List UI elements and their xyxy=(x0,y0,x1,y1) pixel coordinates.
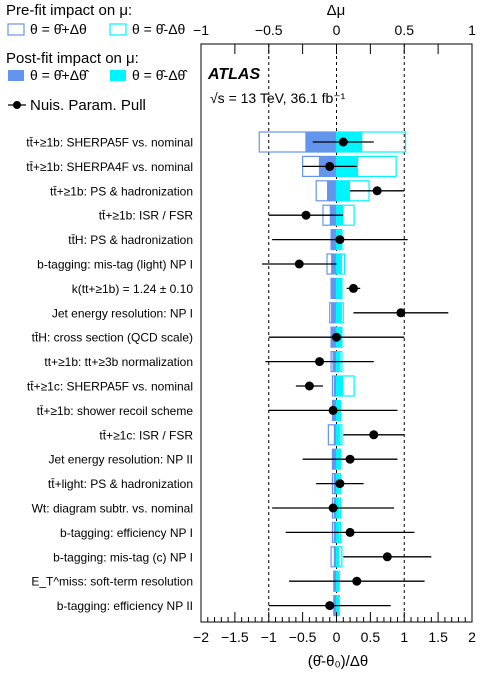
legend-postfit-down-label: θ = θ̂-Δθ̂ xyxy=(132,67,188,83)
parameter-label-13: Jet energy resolution: NP II xyxy=(48,453,193,467)
parameter-label-15: Wt: diagram subtr. vs. nominal xyxy=(32,502,193,516)
parameter-label-5: b-tagging: mis-tag (light) NP I xyxy=(37,258,193,272)
pull-point-11 xyxy=(328,405,338,415)
parameter-label-11: tt̄+≥1b: shower recoil scheme xyxy=(37,404,194,418)
parameter-label-4: tt̄H: PS & hadronization xyxy=(68,233,193,247)
legend-prefit-title: Pre-fit impact on μ: xyxy=(6,2,132,19)
legend-prefit-down-swatch xyxy=(109,23,127,36)
postfit-up-bar-6 xyxy=(331,278,337,299)
prefit-down-bar-12 xyxy=(335,424,343,446)
postfit-down-bar-5 xyxy=(336,254,342,274)
bottom-tick-label-2: −1 xyxy=(261,629,277,645)
prefit-down-bar-7 xyxy=(335,302,344,324)
parameter-label-18: E_T^miss: soft-term resolution xyxy=(31,575,193,589)
pull-point-1 xyxy=(325,161,335,171)
bottom-tick-label-1: −1.5 xyxy=(221,629,249,645)
postfit-down-bar-10 xyxy=(336,376,344,396)
pull-point-8 xyxy=(332,332,341,342)
pull-point-10 xyxy=(304,381,314,391)
top-tick-label-1: −0.5 xyxy=(255,22,283,38)
pull-point-17 xyxy=(382,552,392,562)
top-axis: −1 −0.5 0 0.5 1 xyxy=(193,22,476,38)
legend-pull-label: Nuis. Param. Pull xyxy=(30,97,146,114)
bottom-tick-label-4: 0 xyxy=(333,629,341,645)
postfit-down-bar-7 xyxy=(336,302,342,323)
bottom-tick-label-0: −2 xyxy=(193,629,209,645)
x-axis-title-top: Δμ xyxy=(327,2,346,19)
postfit-up-bar-17 xyxy=(333,546,337,567)
pull-point-4 xyxy=(335,235,345,245)
postfit-down-bar-17 xyxy=(336,546,340,567)
parameter-label-9: tt+≥1b: tt+≥3b normalization xyxy=(44,355,193,369)
legend-prefit-up-label: θ = θ̂+Δθ xyxy=(30,21,87,37)
parameter-label-2: tt̄+≥1b: PS & hadronization xyxy=(50,184,193,198)
legend: Pre-fit impact on μ: θ = θ̂+Δθ θ = θ̂-Δθ… xyxy=(6,2,188,114)
parameter-label-3: tt̄+≥1b: ISR / FSR xyxy=(99,209,194,223)
parameter-label-6: k(tt+≥1b) = 1.24 ± 0.10 xyxy=(72,282,194,296)
postfit-down-bar-6 xyxy=(336,278,342,299)
postfit-up-bar-2 xyxy=(327,180,337,201)
legend-prefit-up-swatch xyxy=(7,23,25,36)
parameter-label-19: b-tagging: efficiency NP II xyxy=(57,599,193,613)
postfit-up-bar-10 xyxy=(333,376,337,396)
bottom-tick-label-3: −0.5 xyxy=(289,629,317,645)
pull-point-7 xyxy=(396,308,406,318)
bottom-tick-label-5: 0.5 xyxy=(361,629,381,645)
parameter-label-12: tt̄+≥1c: ISR / FSR xyxy=(99,428,193,442)
top-tick-label-0: −1 xyxy=(193,22,209,38)
pull-markers xyxy=(261,137,449,611)
pull-point-15 xyxy=(328,503,338,513)
pull-point-2 xyxy=(372,186,382,196)
parameter-label-1: tt̄+≥1b: SHERPA4F vs. nominal xyxy=(26,160,193,174)
pull-point-14 xyxy=(335,479,345,489)
postfit-down-bar-12 xyxy=(336,424,341,445)
bottom-axis: −2 −1.5 −1 −0.5 0 0.5 1 1.5 2 xyxy=(193,44,476,645)
pull-point-9 xyxy=(315,357,325,367)
legend-pull-marker xyxy=(13,101,21,109)
legend-postfit-down-swatch xyxy=(110,70,126,81)
parameter-label-10: tt̄+≥1c: SHERPA5F vs. nominal xyxy=(27,380,193,394)
bottom-tick-label-8: 2 xyxy=(468,629,476,645)
pull-point-13 xyxy=(345,454,355,464)
parameter-label-17: b-tagging: mis-tag (c) NP I xyxy=(53,550,193,564)
postfit-up-bar-12 xyxy=(333,424,337,445)
impact-bars xyxy=(258,131,407,617)
legend-postfit-title: Post-fit impact on μ: xyxy=(6,50,139,67)
parameter-label-8: tt̄H: cross section (QCD scale) xyxy=(32,331,193,345)
top-tick-label-4: 1 xyxy=(468,22,476,38)
pull-point-5 xyxy=(294,259,304,269)
top-tick-label-3: 0.5 xyxy=(395,22,415,38)
prefit-down-bar-6 xyxy=(335,277,343,299)
postfit-up-bar-7 xyxy=(331,302,337,323)
parameter-label-0: tt̄+≥1b: SHERPA5F vs. nominal xyxy=(26,136,193,150)
bottom-tick-label-7: 1.5 xyxy=(428,629,448,645)
pull-point-19 xyxy=(325,601,335,611)
parameter-label-16: b-tagging: efficiency NP I xyxy=(60,526,193,540)
legend-prefit-down-label: θ = θ̂-Δθ xyxy=(132,21,186,37)
pull-point-0 xyxy=(338,137,348,147)
parameter-label-7: Jet energy resolution: NP I xyxy=(52,306,193,320)
pull-point-16 xyxy=(345,527,355,537)
pull-point-18 xyxy=(352,576,362,586)
postfit-down-bar-2 xyxy=(336,180,351,201)
x-axis-title-bottom: (θ̂-θ₀)/Δθ xyxy=(308,653,368,670)
parameter-label-14: tt̄+light: PS & hadronization xyxy=(48,477,193,491)
legend-postfit-up-swatch xyxy=(8,70,24,81)
parameter-labels: tt̄+≥1b: SHERPA5F vs. nominal tt̄+≥1b: SH… xyxy=(26,136,193,614)
bottom-tick-label-6: 1 xyxy=(400,629,408,645)
top-tick-label-2: 0 xyxy=(333,22,341,38)
pull-point-3 xyxy=(301,210,311,220)
prefit-down-bar-17 xyxy=(335,546,343,568)
pull-point-12 xyxy=(369,430,379,440)
energy-lumi-label: √s = 13 TeV, 36.1 fb⁻¹ xyxy=(210,90,346,106)
prefit-down-bar-10 xyxy=(335,375,355,397)
experiment-label: ATLAS xyxy=(207,66,260,83)
legend-postfit-up-label: θ = θ̂+Δθ̂ xyxy=(30,67,90,83)
pull-point-6 xyxy=(348,283,358,293)
